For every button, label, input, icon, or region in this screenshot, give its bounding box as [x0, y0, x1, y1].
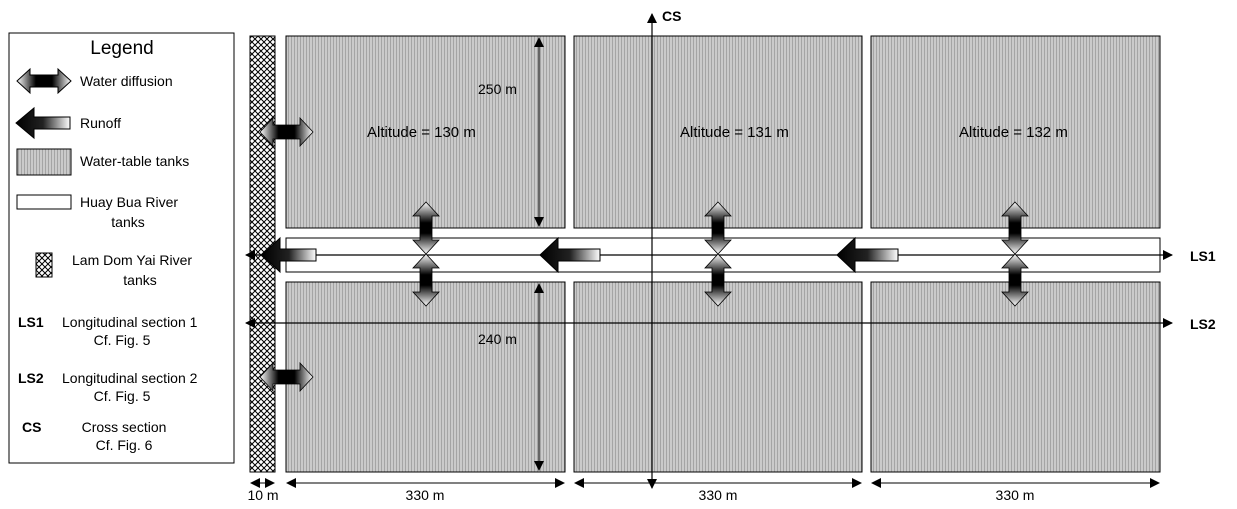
diffusion-arrow-bottom-left	[259, 361, 314, 393]
legend-cs-line2: Cf. Fig. 6	[96, 437, 153, 453]
altitude-label-3: Altitude = 132 m	[959, 124, 1068, 141]
runoff-arrow-1	[261, 236, 317, 274]
dimension-lines	[250, 37, 1160, 488]
huay-bua-river-icon	[16, 194, 72, 210]
water-table-tank-icon	[16, 148, 72, 176]
tank-bottom-3	[870, 281, 1161, 473]
tank-top-3	[870, 35, 1161, 229]
legend-ls2-code: LS2	[18, 370, 44, 386]
tank-top-1	[285, 35, 566, 229]
tank-bottom-1	[285, 281, 566, 473]
legend-ls2-line1: Longitudinal section 2	[62, 370, 198, 386]
runoff-arrow-3	[836, 236, 899, 274]
width-label-2: 330 m	[699, 487, 738, 503]
lam-dom-yai-river-icon	[35, 252, 53, 278]
width-label-3: 330 m	[996, 487, 1035, 503]
tank-bottom-2	[573, 281, 863, 473]
ls2-label: LS2	[1190, 316, 1216, 332]
legend: Legend Water diffusion Runoff Water-tabl…	[8, 32, 235, 464]
legend-box	[8, 32, 235, 464]
diffusion-arrow-top-left	[259, 116, 314, 148]
legend-runoff-label: Runoff	[80, 115, 121, 131]
legend-cs-code: CS	[22, 419, 41, 435]
legend-lam-dom-line2: tanks	[123, 272, 156, 288]
legend-title: Legend	[90, 38, 153, 59]
diffusion-arrow-column-2	[704, 201, 732, 307]
legend-water-diffusion-label: Water diffusion	[80, 73, 173, 89]
runoff-arrow-2	[539, 236, 601, 274]
legend-huay-bua-line2: tanks	[111, 214, 144, 230]
height-top-label: 250 m	[478, 81, 517, 97]
width-label-1: 330 m	[406, 487, 445, 503]
runoff-arrows	[261, 236, 899, 274]
legend-water-table-label: Water-table tanks	[80, 153, 189, 169]
legend-ls1-line2: Cf. Fig. 5	[94, 332, 151, 348]
height-bottom-label: 240 m	[478, 331, 517, 347]
ls1-label: LS1	[1190, 248, 1216, 264]
diffusion-arrow-column-3	[1001, 201, 1029, 307]
legend-ls1-code: LS1	[18, 314, 44, 330]
water-table-tanks	[285, 35, 1161, 473]
altitude-label-1: Altitude = 130 m	[367, 124, 476, 141]
legend-cs-line1: Cross section	[82, 419, 167, 435]
legend-huay-bua-line1: Huay Bua River	[80, 194, 178, 210]
cs-label: CS	[662, 8, 681, 24]
lam-dom-width-label: 10 m	[247, 487, 278, 503]
legend-ls1-line1: Longitudinal section 1	[62, 314, 198, 330]
legend-ls2-line2: Cf. Fig. 5	[94, 388, 151, 404]
legend-lam-dom-line1: Lam Dom Yai River	[72, 252, 192, 268]
runoff-icon	[15, 106, 71, 140]
altitude-label-2: Altitude = 131 m	[680, 124, 789, 141]
diffusion-arrow-column-1	[412, 201, 440, 307]
water-diffusion-arrows	[259, 116, 1029, 393]
water-diffusion-icon	[16, 67, 72, 95]
section-lines	[245, 13, 1173, 489]
